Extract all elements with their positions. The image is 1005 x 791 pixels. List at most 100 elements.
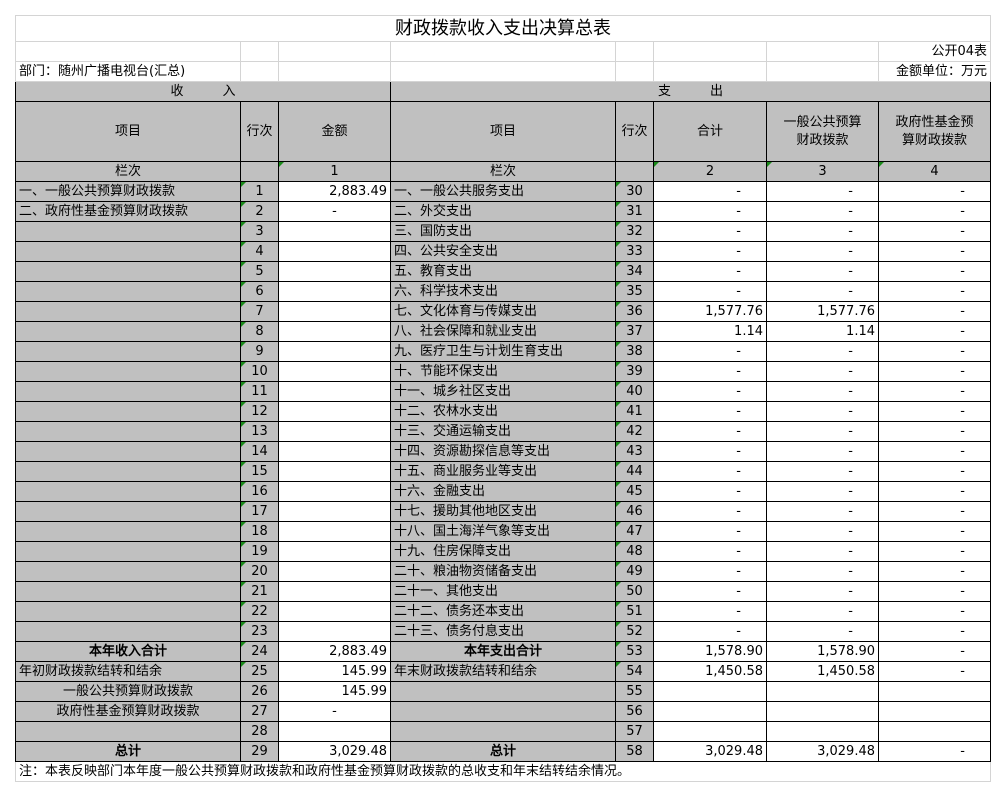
income-item: [15, 261, 241, 282]
income-item: [15, 601, 241, 622]
expense-fund: -: [878, 301, 991, 322]
income-item: [15, 301, 241, 322]
expense-row-no: 46: [615, 501, 654, 522]
income-summary-item: 年初财政拨款结转和结余: [15, 661, 241, 682]
table-row: 二、政府性基金预算财政拨款 2- 二、外交支出 31- - -: [15, 201, 991, 222]
expense-item: 二十一、其他支出: [390, 581, 616, 602]
expense-row-no: 36: [615, 301, 654, 322]
expense-item: 十五、商业服务业等支出: [390, 461, 616, 482]
income-row-no: 1: [240, 181, 279, 202]
expense-fund: -: [878, 741, 991, 762]
expense-row-no: 44: [615, 461, 654, 482]
expense-row-no: 40: [615, 381, 654, 402]
expense-row-no: 30: [615, 181, 654, 202]
expense-general: 1,578.90: [766, 641, 879, 662]
income-summary-item: 本年收入合计: [15, 641, 241, 662]
expense-general: -: [766, 441, 879, 462]
expense-row-no: 53: [615, 641, 654, 662]
expense-total: -: [653, 521, 767, 542]
expense-total: -: [653, 241, 767, 262]
table-row: 4 四、公共安全支出 33- - -: [15, 241, 991, 262]
expense-total: -: [653, 181, 767, 202]
income-amount: [278, 601, 391, 622]
expense-item: 九、医疗卫生与计划生育支出: [390, 341, 616, 362]
expense-total: 1,450.58: [653, 661, 767, 682]
income-item: [15, 421, 241, 442]
column-index-3: 3: [766, 161, 879, 182]
table-row: 17 十七、援助其他地区支出 46- - -: [15, 501, 991, 522]
expense-fund: -: [878, 641, 991, 662]
summary-row: 政府性基金预算财政拨款 27- 56: [15, 701, 991, 722]
table-row: 13 十三、交通运输支出 42- - -: [15, 421, 991, 442]
income-item: [15, 461, 241, 482]
income-item: [15, 281, 241, 302]
expense-item: 二十三、债务付息支出: [390, 621, 616, 642]
expense-item: 十二、农林水支出: [390, 401, 616, 422]
expense-row-no: 55: [615, 681, 654, 702]
expense-item: 二十二、债务还本支出: [390, 601, 616, 622]
table-row: 7 七、文化体育与传媒支出 36 1,577.76 1,577.76-: [15, 301, 991, 322]
income-amount: -: [278, 201, 391, 222]
expense-fund: -: [878, 581, 991, 602]
expense-general: -: [766, 281, 879, 302]
expense-row-no: 35: [615, 281, 654, 302]
expense-row-no: 39: [615, 361, 654, 382]
income-amount: [278, 341, 391, 362]
table-row: 23 二十三、债务付息支出 52- - -: [15, 621, 991, 642]
income-row-no: 16: [240, 481, 279, 502]
expense-row-no: 33: [615, 241, 654, 262]
expense-total: [653, 701, 767, 722]
expense-total: -: [653, 461, 767, 482]
fiscal-appropriation-table: 财政拨款收入支出决算总表 公开04表 部门：随州广播电视台(汇总) 金额单位：万…: [15, 15, 991, 782]
income-item: [15, 541, 241, 562]
income-row-no: 4: [240, 241, 279, 262]
income-row-no: 18: [240, 521, 279, 542]
table-row: 19 十九、住房保障支出 48- - -: [15, 541, 991, 562]
income-item: [15, 481, 241, 502]
income-amount: [278, 721, 391, 742]
expense-total: [653, 721, 767, 742]
expense-row-no: 54: [615, 661, 654, 682]
footnote: 注：本表反映部门本年度一般公共预算财政拨款和政府性基金预算财政拨款的总收支和年末…: [15, 761, 991, 782]
expense-fund: -: [878, 421, 991, 442]
income-row-no: 3: [240, 221, 279, 242]
column-index-1: 1: [278, 161, 391, 182]
column-index-label: 栏次: [390, 161, 616, 182]
income-row-no: 8: [240, 321, 279, 342]
expense-item: 八、社会保障和就业支出: [390, 321, 616, 342]
expense-total: -: [653, 221, 767, 242]
expense-fund: -: [878, 221, 991, 242]
income-amount: [278, 301, 391, 322]
expense-total: -: [653, 441, 767, 462]
expense-item: 五、教育支出: [390, 261, 616, 282]
income-row-no: 20: [240, 561, 279, 582]
income-summary-item: 政府性基金预算财政拨款: [15, 701, 241, 722]
expense-summary-item: 年末财政拨款结转和结余: [390, 661, 616, 682]
expense-fund: -: [878, 381, 991, 402]
expense-general: -: [766, 541, 879, 562]
expense-general: -: [766, 461, 879, 482]
expense-row-no: 32: [615, 221, 654, 242]
expense-general: -: [766, 361, 879, 382]
expense-item: 十一、城乡社区支出: [390, 381, 616, 402]
income-row-no: 9: [240, 341, 279, 362]
expense-item: 十六、金融支出: [390, 481, 616, 502]
income-row-no: 5: [240, 261, 279, 282]
expense-item: 十八、国土海洋气象等支出: [390, 521, 616, 542]
income-row-no: 6: [240, 281, 279, 302]
income-amount: [278, 481, 391, 502]
expense-general: -: [766, 481, 879, 502]
expense-fund: -: [878, 501, 991, 522]
column-index-4: 4: [878, 161, 991, 182]
expense-general: -: [766, 501, 879, 522]
expense-header: 支 出: [390, 81, 991, 102]
expense-row-no: 37: [615, 321, 654, 342]
expense-general: -: [766, 221, 879, 242]
expense-item: 十四、资源勘探信息等支出: [390, 441, 616, 462]
expense-general: -: [766, 421, 879, 442]
income-row-no: 15: [240, 461, 279, 482]
expense-general: 1.14: [766, 321, 879, 342]
income-amount: [278, 441, 391, 462]
expense-row-no: 49: [615, 561, 654, 582]
